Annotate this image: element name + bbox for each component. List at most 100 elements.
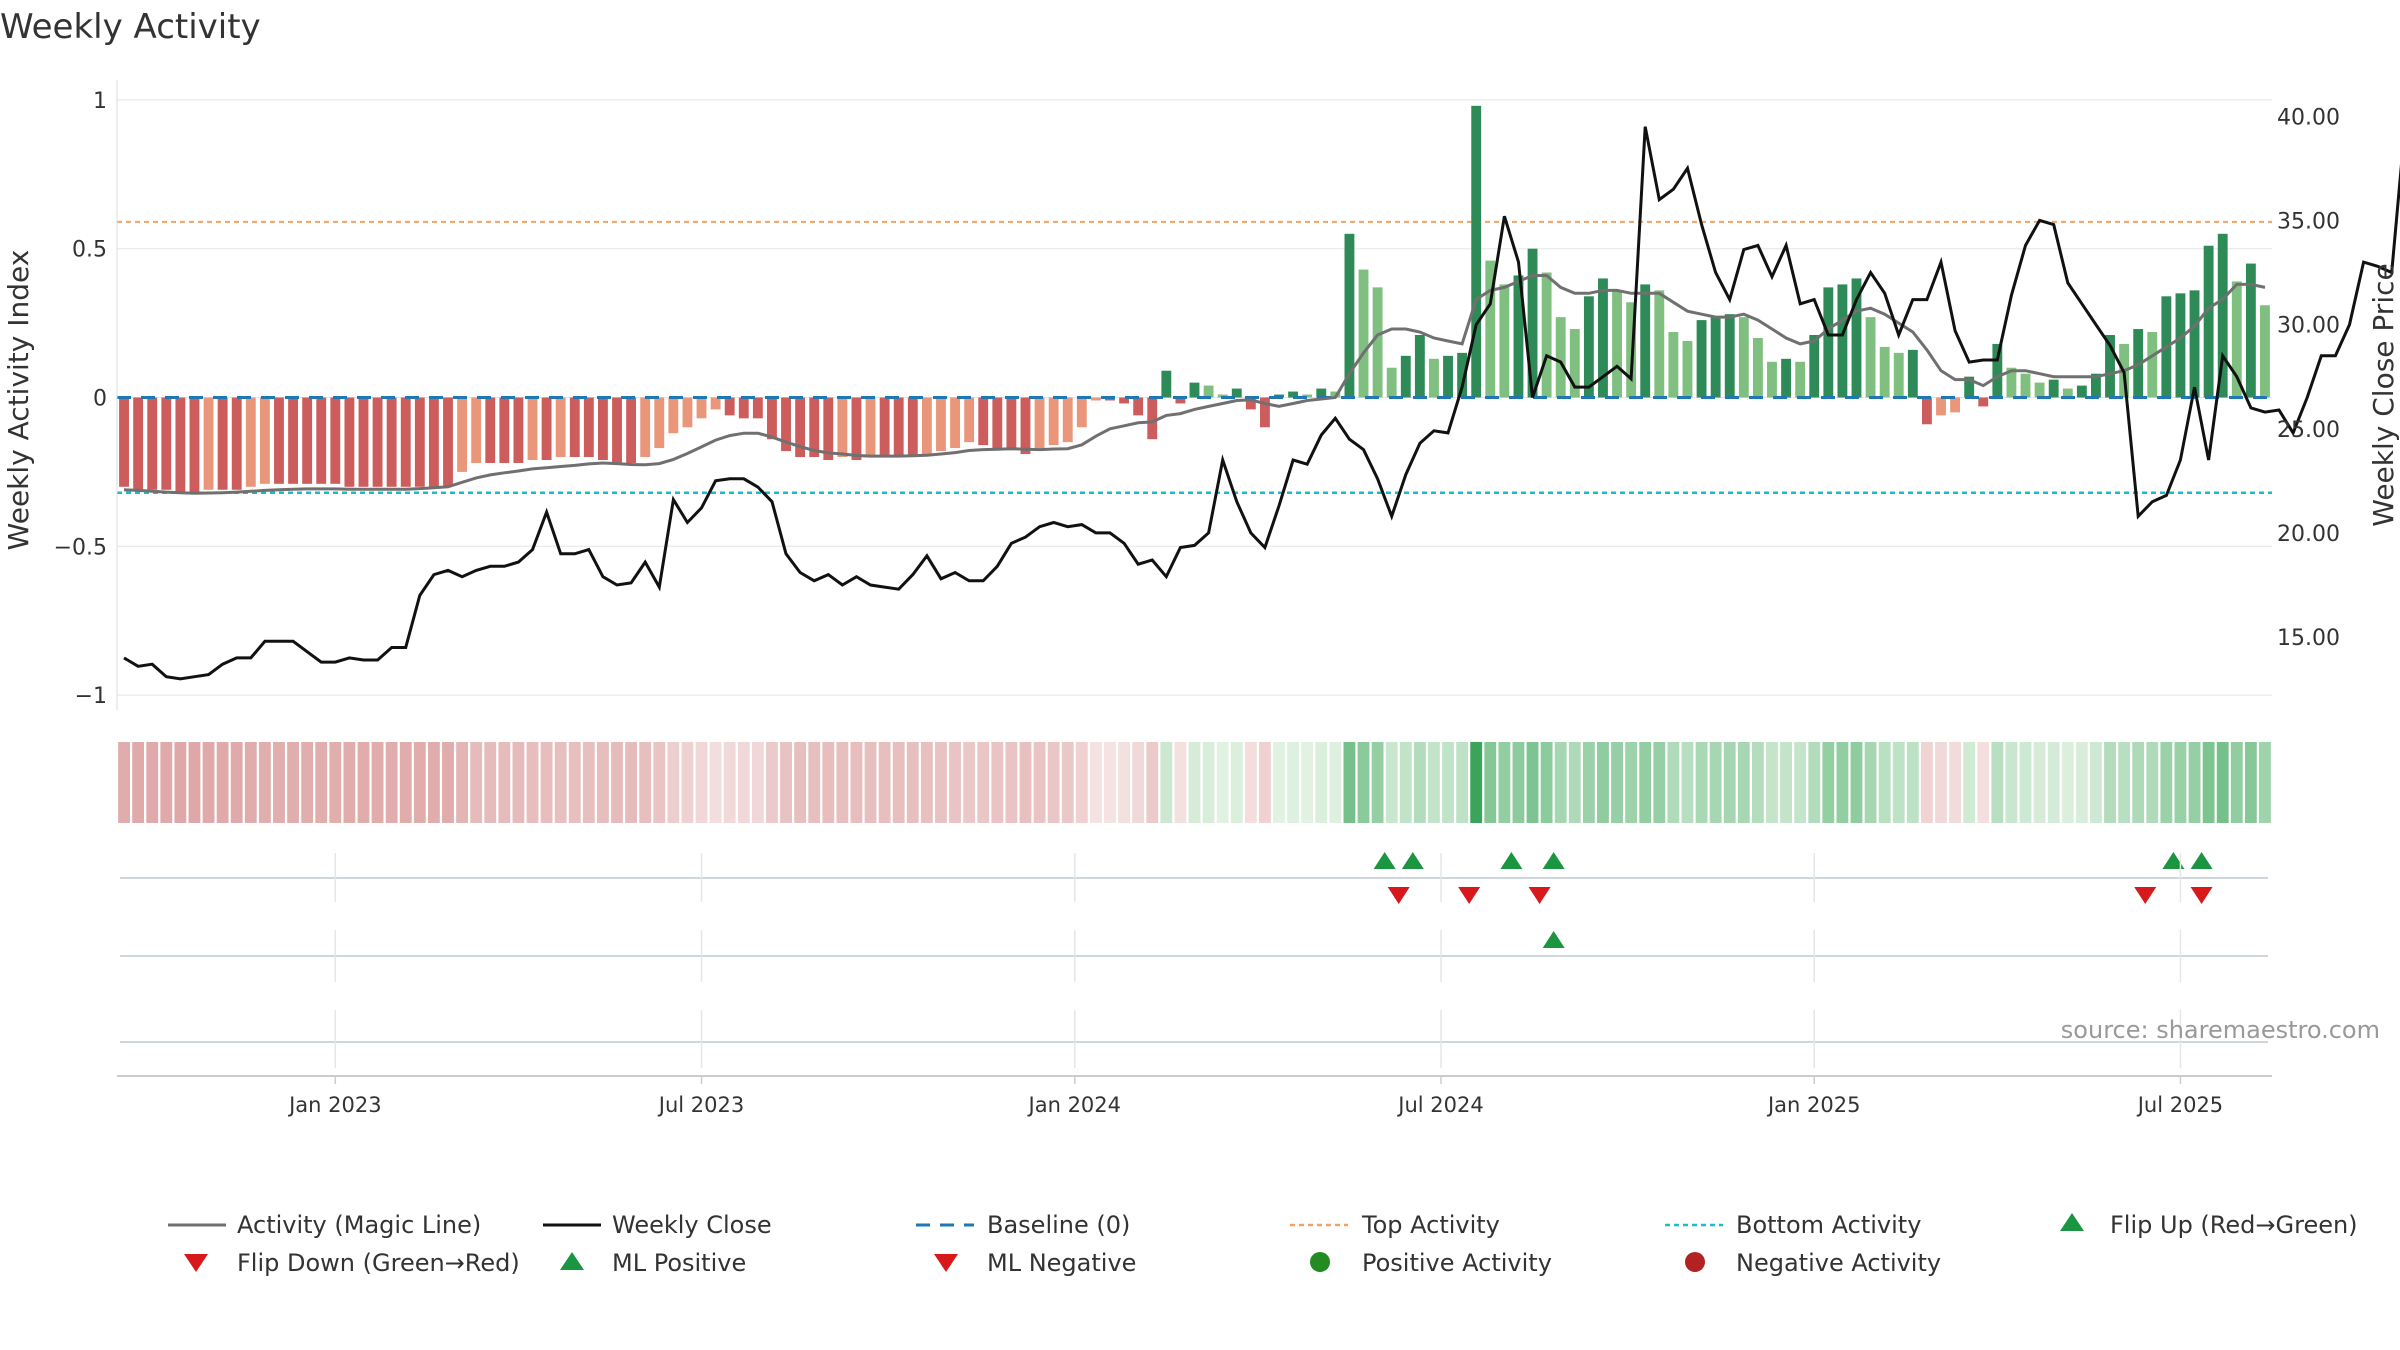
y2-tick-label: 20.00 [2277, 522, 2340, 547]
activity-bar [753, 398, 763, 419]
activity-strip-cell [1034, 742, 1046, 823]
activity-strip-cell [836, 742, 848, 823]
date-tick-label: Jan 2025 [1766, 1093, 1861, 1117]
activity-bar [1542, 273, 1552, 398]
activity-bar [1781, 359, 1791, 398]
activity-bar [1668, 332, 1678, 397]
date-tick-label: Jul 2025 [2136, 1093, 2223, 1117]
activity-strip-cell [1625, 742, 1637, 823]
activity-strip-cell [1794, 742, 1806, 823]
ml-positive-marker [1543, 931, 1565, 948]
activity-strip-cell [2217, 742, 2229, 823]
flip-up-marker [1402, 852, 1424, 869]
activity-strip-cell [1653, 742, 1665, 823]
activity-bar [471, 398, 481, 463]
y2-tick-label: 40.00 [2277, 105, 2340, 130]
activity-strip-cell [1048, 742, 1060, 823]
activity-bar [457, 398, 467, 472]
activity-strip-cell [343, 742, 355, 823]
activity-bar [640, 398, 650, 458]
flip-up-marker [1500, 852, 1522, 869]
activity-strip-cell [2231, 742, 2243, 823]
activity-strip-cell [1836, 742, 1848, 823]
activity-bar [1809, 335, 1819, 398]
activity-strip-cell [1907, 742, 1919, 823]
activity-bar [683, 398, 693, 428]
activity-strip-cell [2146, 742, 2158, 823]
activity-strip-cell [879, 742, 891, 823]
activity-bar [330, 398, 340, 484]
activity-strip-cell [935, 742, 947, 823]
activity-bar [1767, 362, 1777, 398]
activity-bar [1640, 284, 1650, 397]
activity-strip-cell [949, 742, 961, 823]
activity-bar [866, 398, 876, 458]
activity-bar [415, 398, 425, 487]
activity-strip-cell [1189, 742, 1201, 823]
activity-strip-cell [1766, 742, 1778, 823]
activity-strip-cell [2076, 742, 2088, 823]
activity-bar [964, 398, 974, 443]
activity-bar [1499, 284, 1509, 397]
legend-ml-positive-label: ML Positive [612, 1249, 746, 1277]
activity-strip-cell [583, 742, 595, 823]
activity-strip-cell [2189, 742, 2201, 823]
activity-strip-cell [1245, 742, 1257, 823]
y-tick-label: −0.5 [54, 535, 107, 560]
flip-down-marker [1458, 887, 1480, 904]
activity-bar [1992, 344, 2002, 398]
activity-strip-cell [315, 742, 327, 823]
event-markers [120, 852, 2268, 1068]
activity-bar [1387, 368, 1397, 398]
activity-bar [1443, 356, 1453, 398]
activity-bar [556, 398, 566, 458]
activity-strip-cell [1541, 742, 1553, 823]
activity-strip-cell [822, 742, 834, 823]
activity-bar [1401, 356, 1411, 398]
activity-bar [908, 398, 918, 458]
activity-bar [1880, 347, 1890, 398]
legend-flip-down-marker [184, 1254, 208, 1272]
activity-strip-cell [1062, 742, 1074, 823]
activity-bar [246, 398, 256, 487]
activity-strip-cell [1456, 742, 1468, 823]
activity-strip-cell [1315, 742, 1327, 823]
activity-bar [274, 398, 284, 484]
activity-strip-cell [2090, 742, 2102, 823]
activity-strip-cell [118, 742, 130, 823]
activity-bar [725, 398, 735, 416]
legend-ml-negative-marker [934, 1254, 958, 1272]
activity-bar [612, 398, 622, 463]
activity-strip-cell [132, 742, 144, 823]
activity-strip-cell [1597, 742, 1609, 823]
activity-bar [133, 398, 143, 490]
activity-bar [852, 398, 862, 461]
activity-strip-cell [1470, 742, 1482, 823]
flip-up-marker [1543, 852, 1565, 869]
activity-bar [387, 398, 397, 487]
activity-bar [950, 398, 960, 449]
y2-tick-label: 15.00 [2277, 626, 2340, 651]
activity-strip-cell [1611, 742, 1623, 823]
activity-strip-cell [682, 742, 694, 823]
activity-bar [513, 398, 523, 463]
activity-strip-cell [893, 742, 905, 823]
activity-strip-cell [696, 742, 708, 823]
activity-strip-cell [1822, 742, 1834, 823]
activity-strip-cell [851, 742, 863, 823]
activity-bar [1654, 290, 1664, 397]
activity-strip-cell [1132, 742, 1144, 823]
activity-bar [1063, 398, 1073, 443]
activity-strip-cell [2203, 742, 2215, 823]
activity-bar [1683, 341, 1693, 398]
activity-bar [1204, 386, 1214, 398]
activity-strip-cell [1020, 742, 1032, 823]
activity-strip-cell [766, 742, 778, 823]
activity-bar [302, 398, 312, 484]
y2-axis-title: Weekly Close Price [2367, 263, 2400, 526]
legend-baseline-label: Baseline (0) [987, 1211, 1130, 1239]
activity-bar [528, 398, 538, 461]
legend-flip-up-label: Flip Up (Red→Green) [2110, 1211, 2358, 1239]
activity-bar [739, 398, 749, 419]
activity-strip-cell [442, 742, 454, 823]
